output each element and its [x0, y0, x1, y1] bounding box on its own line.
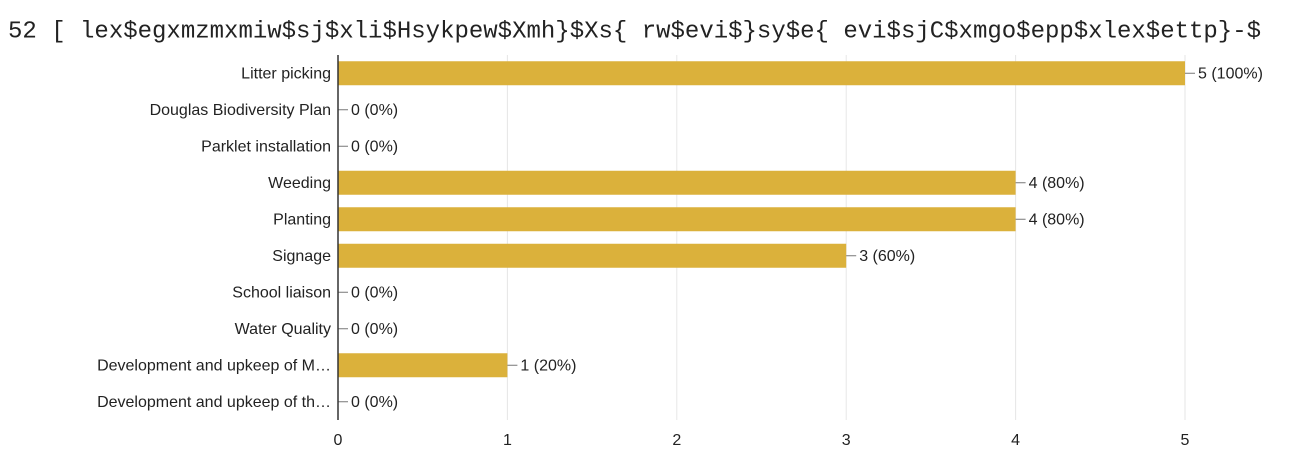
y-tick-label: Litter picking [241, 65, 331, 82]
y-tick-label: Signage [272, 248, 331, 265]
data-label: 4 (80%) [1029, 211, 1085, 228]
x-tick-label: 5 [1181, 432, 1190, 449]
y-tick-label: Development and upkeep of M… [97, 357, 331, 374]
bar [338, 170, 1016, 195]
y-tick-label: Parklet installation [201, 138, 331, 155]
data-label: 0 (0%) [351, 284, 398, 301]
bar [338, 353, 508, 378]
y-tick-label: School liaison [232, 284, 331, 301]
x-tick-label: 4 [1011, 432, 1020, 449]
y-tick-label: Water Quality [235, 321, 331, 338]
y-tick-label: Development and upkeep of th… [97, 394, 331, 411]
data-label: 1 (20%) [520, 357, 576, 374]
data-label: 0 (0%) [351, 102, 398, 119]
data-label: 0 (0%) [351, 138, 398, 155]
data-label: 5 (100%) [1198, 65, 1263, 82]
x-tick-label: 3 [842, 432, 851, 449]
x-tick-label: 0 [334, 432, 343, 449]
x-tick-label: 2 [672, 432, 681, 449]
y-tick-label: Planting [273, 211, 331, 228]
y-tick-label: Douglas Biodiversity Plan [150, 102, 331, 119]
x-tick-label: 1 [503, 432, 512, 449]
data-label: 4 (80%) [1029, 175, 1085, 192]
bar [338, 243, 847, 268]
y-tick-label: Weeding [268, 175, 331, 192]
bar [338, 61, 1185, 86]
bar [338, 207, 1016, 232]
data-label: 0 (0%) [351, 394, 398, 411]
data-label: 0 (0%) [351, 321, 398, 338]
chart-title: 52 [ lex$egxmzmxmiw$sj$xli$Hsykpew$Xmh}$… [8, 18, 1261, 45]
data-label: 3 (60%) [859, 248, 915, 265]
